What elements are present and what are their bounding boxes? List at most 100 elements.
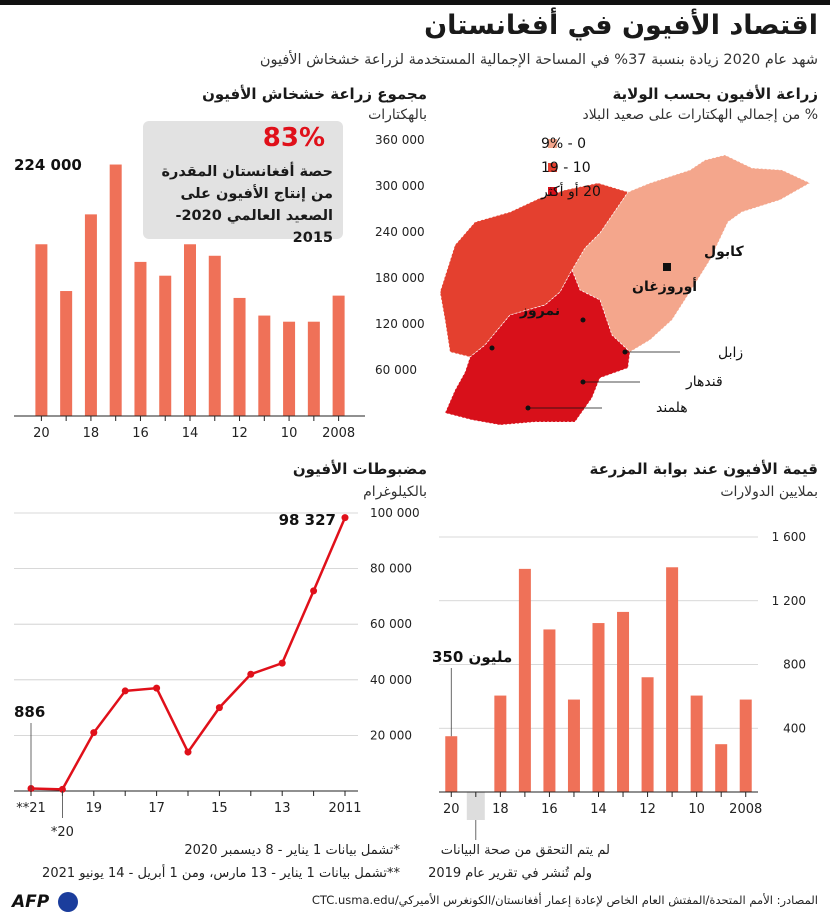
footnote-2021: **تشمل بيانات 1 يناير - 13 مارس، ومن 1 أ… bbox=[42, 866, 400, 881]
cultivation-ytick: 180 000 bbox=[375, 271, 425, 285]
cultivation-bar bbox=[307, 321, 320, 416]
value-bar bbox=[494, 695, 507, 792]
province-map: كابول أوروزغان نمروز زابل قندهار هلمند bbox=[439, 154, 811, 426]
cultivation-bar bbox=[258, 315, 271, 416]
value-bar bbox=[543, 629, 556, 792]
cultivation-bar-chart: 60 000 120 000 180 000 240 000 300 000 360 00… bbox=[14, 133, 425, 441]
nimroz-label: نمروز bbox=[519, 303, 560, 319]
uruzgan-marker bbox=[580, 317, 586, 323]
kandahar-label: قندهار bbox=[685, 374, 723, 390]
value-bar bbox=[518, 568, 531, 792]
seizures-xlabel: *20 bbox=[51, 825, 74, 840]
cultivation-xlabel: 16 bbox=[132, 426, 149, 441]
value-xlabel: 2008 bbox=[729, 802, 762, 817]
value-bar bbox=[567, 699, 580, 792]
value-bar bbox=[739, 699, 752, 792]
legend-swatch-low bbox=[548, 139, 557, 148]
value-missing-marker bbox=[466, 792, 485, 820]
legend-label-high: 20 أو أكثر bbox=[540, 182, 601, 200]
cultivation-bar bbox=[283, 321, 296, 416]
seizures-ytick: 80 000 bbox=[370, 562, 412, 576]
gap-note-line1: لم يتم التحقق من صحة البيانات bbox=[440, 843, 610, 858]
page-title: اقتصاد الأفيون في أفغانستان bbox=[424, 10, 818, 41]
zabul-label: زابل bbox=[718, 345, 743, 361]
afp-logo-dot bbox=[58, 892, 78, 912]
seizures-callout-first: 886 bbox=[14, 703, 45, 721]
value-ytick: 1 600 bbox=[772, 530, 806, 544]
cultivation-bar bbox=[60, 291, 73, 416]
cultivation-bar bbox=[159, 275, 172, 416]
seizures-point bbox=[58, 785, 66, 793]
value-bar bbox=[592, 623, 605, 792]
footnote-2020: *تشمل بيانات 1 يناير - 8 ديسمبر 2020 bbox=[184, 843, 400, 858]
seizures-point bbox=[153, 684, 161, 692]
cultivation-bar bbox=[233, 297, 246, 416]
top-rule bbox=[0, 0, 830, 5]
info-box-value: 83% bbox=[262, 123, 325, 153]
map-title: زراعة الأفيون بحسب الولاية bbox=[612, 85, 818, 103]
uruzgan-label: أوروزغان bbox=[632, 277, 697, 295]
seizures-chart-title: مضبوطات الأفيون bbox=[292, 460, 427, 478]
cultivation-bar bbox=[109, 164, 122, 416]
map-region-high bbox=[444, 269, 631, 426]
cultivation-ytick: 60 000 bbox=[375, 363, 417, 377]
seizures-xlabel: 2011 bbox=[328, 801, 361, 816]
seizures-ytick: 20 000 bbox=[370, 728, 412, 742]
value-ytick: 800 bbox=[783, 658, 806, 672]
cultivation-chart-unit: بالهكتارات bbox=[368, 107, 427, 123]
value-bar bbox=[666, 567, 679, 792]
seizures-xlabel: 13 bbox=[274, 801, 291, 816]
cultivation-bar bbox=[208, 255, 221, 416]
seizures-ytick: 100 000 bbox=[370, 506, 420, 520]
cultivation-xlabel: 20 bbox=[33, 426, 50, 441]
cultivation-xlabel: 18 bbox=[83, 426, 100, 441]
value-bar bbox=[641, 677, 654, 792]
value-ytick: 1 200 bbox=[772, 594, 806, 608]
cultivation-xlabel: 12 bbox=[231, 426, 248, 441]
cultivation-xlabel: 2008 bbox=[322, 426, 355, 441]
gap-note-line2: ولم تُنشر في تقرير عام 2019 bbox=[428, 866, 592, 881]
value-xlabel: 12 bbox=[639, 802, 656, 817]
seizures-point bbox=[341, 514, 349, 522]
cultivation-ytick: 300 000 bbox=[375, 179, 425, 193]
legend-swatch-high bbox=[548, 187, 557, 196]
value-xlabel: 14 bbox=[590, 802, 607, 817]
seizures-line-chart: 20 000 40 000 60 000 80 000 100 000 **21 *20 19… bbox=[14, 506, 420, 840]
cultivation-bar bbox=[184, 244, 196, 416]
cultivation-ytick: 240 000 bbox=[375, 225, 425, 239]
seizures-xlabel: **21 bbox=[16, 801, 46, 816]
map-legend: 0 - 9% 10 - 19 20 أو أكثر bbox=[540, 136, 601, 200]
seizures-line bbox=[30, 517, 347, 791]
cultivation-xlabel: 14 bbox=[182, 426, 199, 441]
cultivation-chart-title: مجموع زراعة خشخاش الأفيون bbox=[202, 85, 427, 103]
cultivation-ytick: 120 000 bbox=[375, 317, 425, 331]
value-xlabel: 18 bbox=[492, 802, 509, 817]
seizures-point bbox=[121, 687, 129, 695]
seizures-callout-last: 98 327 bbox=[279, 511, 336, 529]
value-ytick: 400 bbox=[783, 721, 806, 735]
page-subtitle: شهد عام 2020 زيادة بنسبة 37% في المساحة … bbox=[259, 52, 818, 68]
value-bar bbox=[617, 611, 630, 792]
cultivation-bar bbox=[35, 244, 48, 416]
cultivation-xlabel: 10 bbox=[281, 426, 298, 441]
value-bar bbox=[445, 736, 458, 792]
value-chart-title: قيمة الأفيون عند بوابة المزرعة bbox=[589, 460, 818, 478]
info-box-text: حصة أفغانستان المقدرة من إنتاج الأفيون ع… bbox=[161, 164, 333, 246]
info-box: 83% حصة أفغانستان المقدرة من إنتاج الأفي… bbox=[143, 121, 343, 246]
cultivation-bar bbox=[332, 295, 345, 416]
legend-label-mid: 10 - 19 bbox=[541, 160, 591, 176]
value-xlabel: 10 bbox=[688, 802, 705, 817]
nimroz-marker bbox=[489, 345, 495, 351]
value-xlabel: 20 bbox=[443, 802, 460, 817]
kabul-label: كابول bbox=[704, 244, 744, 260]
afp-logo: AFP bbox=[12, 892, 50, 912]
value-xlabel: 16 bbox=[541, 802, 558, 817]
value-bar bbox=[690, 695, 703, 792]
seizures-xlabel: 15 bbox=[211, 801, 228, 816]
source-line: المصادر: الأمم المتحدة/المفتش العام الخا… bbox=[311, 893, 818, 907]
seizures-point bbox=[310, 587, 318, 595]
seizures-xlabel: 17 bbox=[148, 801, 165, 816]
cultivation-callout: 224 000 bbox=[14, 156, 82, 174]
value-callout: 350 مليون bbox=[432, 648, 512, 666]
